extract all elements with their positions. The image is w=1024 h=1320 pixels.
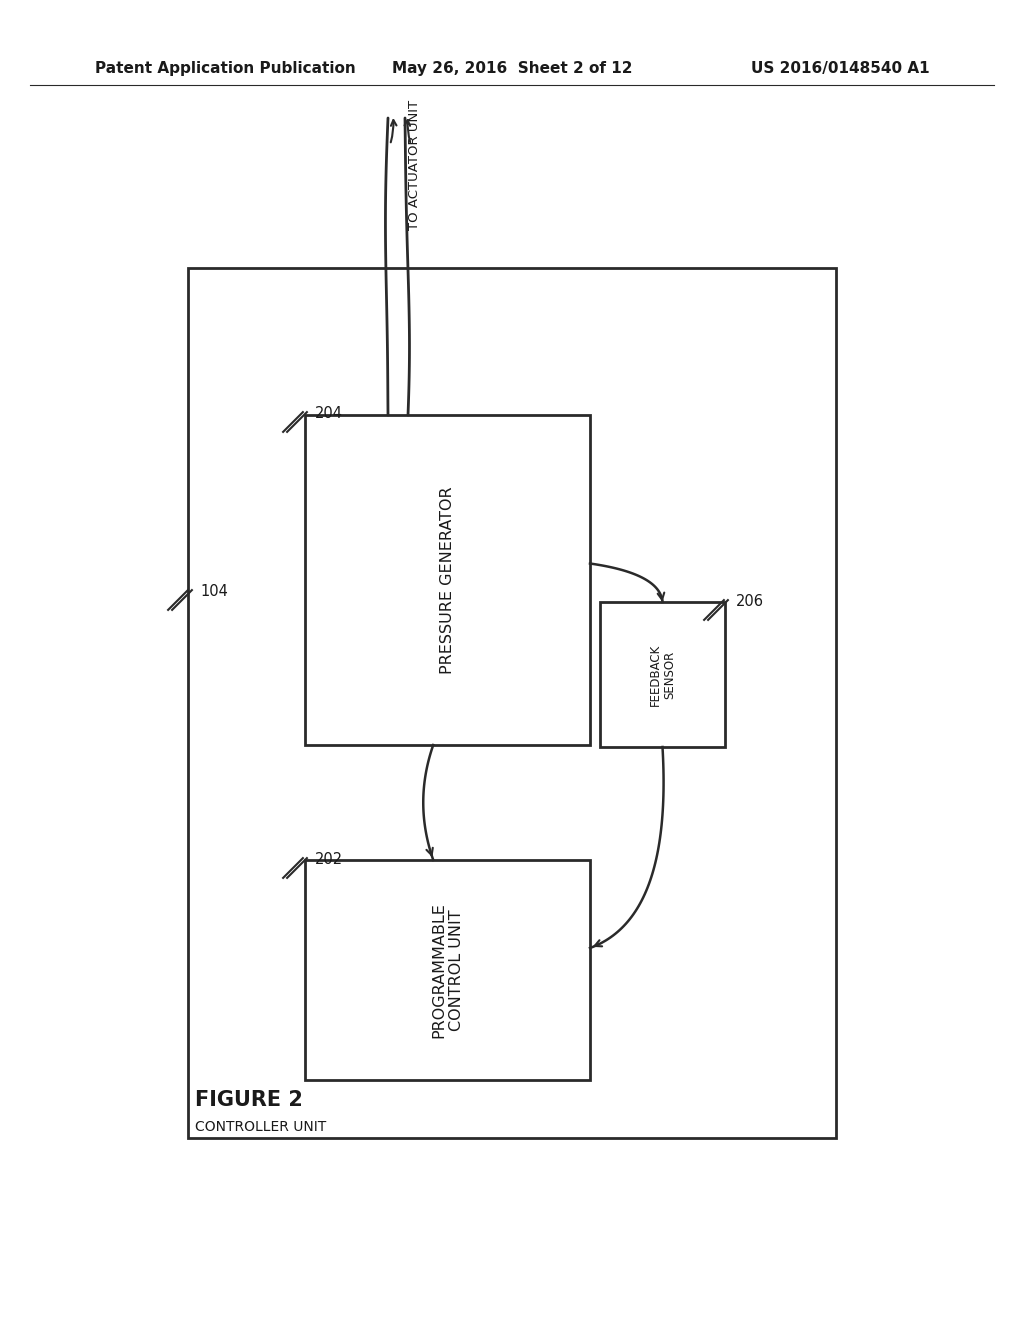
- Text: CONTROLLER UNIT: CONTROLLER UNIT: [195, 1119, 327, 1134]
- Text: May 26, 2016  Sheet 2 of 12: May 26, 2016 Sheet 2 of 12: [392, 61, 632, 75]
- Text: US 2016/0148540 A1: US 2016/0148540 A1: [752, 61, 930, 75]
- Text: 202: 202: [315, 851, 343, 867]
- Bar: [305, 414, 590, 744]
- Text: PRESSURE GENERATOR: PRESSURE GENERATOR: [440, 486, 455, 673]
- Text: 204: 204: [315, 407, 343, 421]
- Text: 104: 104: [200, 583, 228, 599]
- Bar: [305, 861, 590, 1080]
- Text: FIGURE 2: FIGURE 2: [195, 1090, 303, 1110]
- Text: 206: 206: [736, 594, 764, 609]
- Text: TO ACTUATOR UNIT: TO ACTUATOR UNIT: [409, 100, 422, 230]
- Bar: [188, 268, 836, 1138]
- Text: PROGRAMMABLE
CONTROL UNIT: PROGRAMMABLE CONTROL UNIT: [431, 902, 464, 1038]
- Text: Patent Application Publication: Patent Application Publication: [95, 61, 355, 75]
- Text: FEEDBACK
SENSOR: FEEDBACK SENSOR: [648, 643, 677, 706]
- Bar: [600, 602, 725, 747]
